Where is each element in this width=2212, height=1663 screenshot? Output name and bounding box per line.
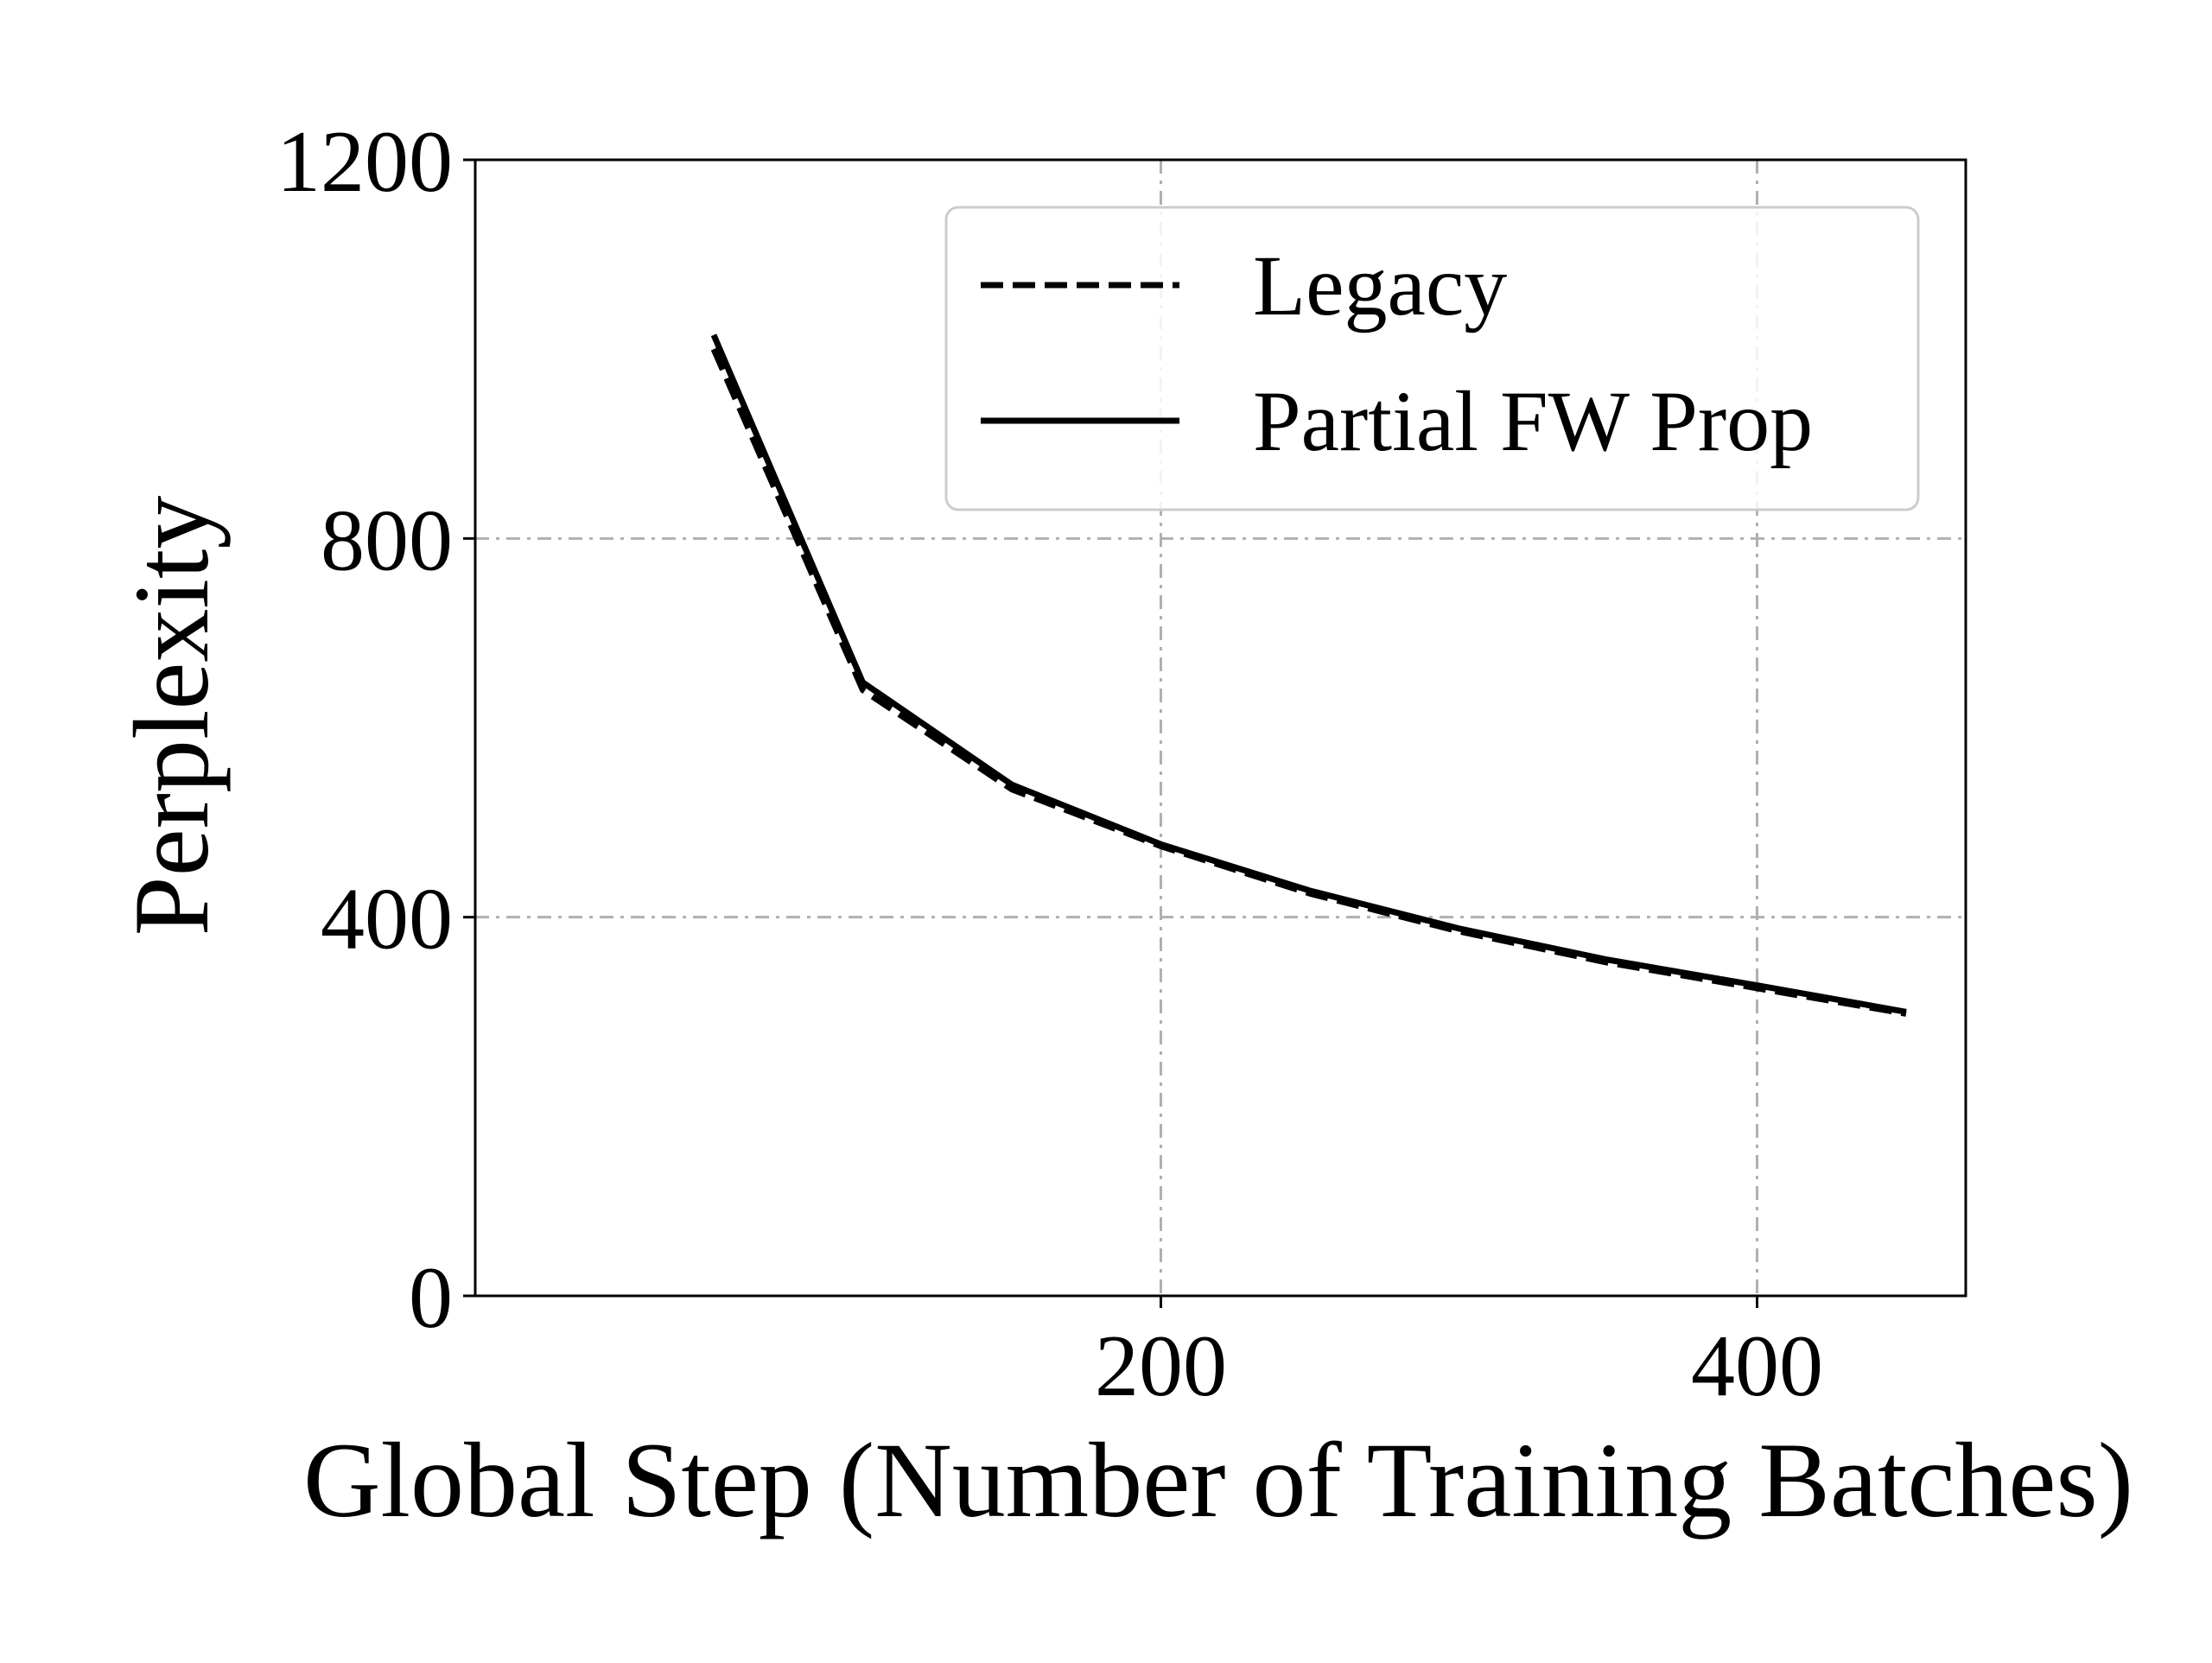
legend-label-legacy: Legacy: [1253, 238, 1507, 333]
y-axis-label: Perplexity: [112, 496, 231, 936]
plot-area-frame: [474, 158, 1967, 1298]
legend-label-partial-fw-prop: Partial FW Prop: [1253, 373, 1813, 469]
y-tick-label: 400: [321, 871, 453, 968]
legend: Legacy Partial FW Prop: [944, 206, 1920, 511]
axis-ticks: 0 400 800 1200 200 400: [276, 113, 1823, 1415]
y-tick-label: 0: [409, 1249, 453, 1347]
series-line-partial-fw-prop: [710, 333, 1907, 1015]
y-tick-label: 1200: [276, 113, 453, 211]
y-tick-label: 800: [321, 492, 453, 589]
series-lines: [710, 333, 1907, 1017]
x-tick-label: 400: [1691, 1317, 1823, 1415]
x-axis-label: Global Step (Number of Training Batches): [303, 1421, 2133, 1539]
x-tick-label: 200: [1095, 1317, 1227, 1415]
legend-box: [944, 206, 1920, 511]
